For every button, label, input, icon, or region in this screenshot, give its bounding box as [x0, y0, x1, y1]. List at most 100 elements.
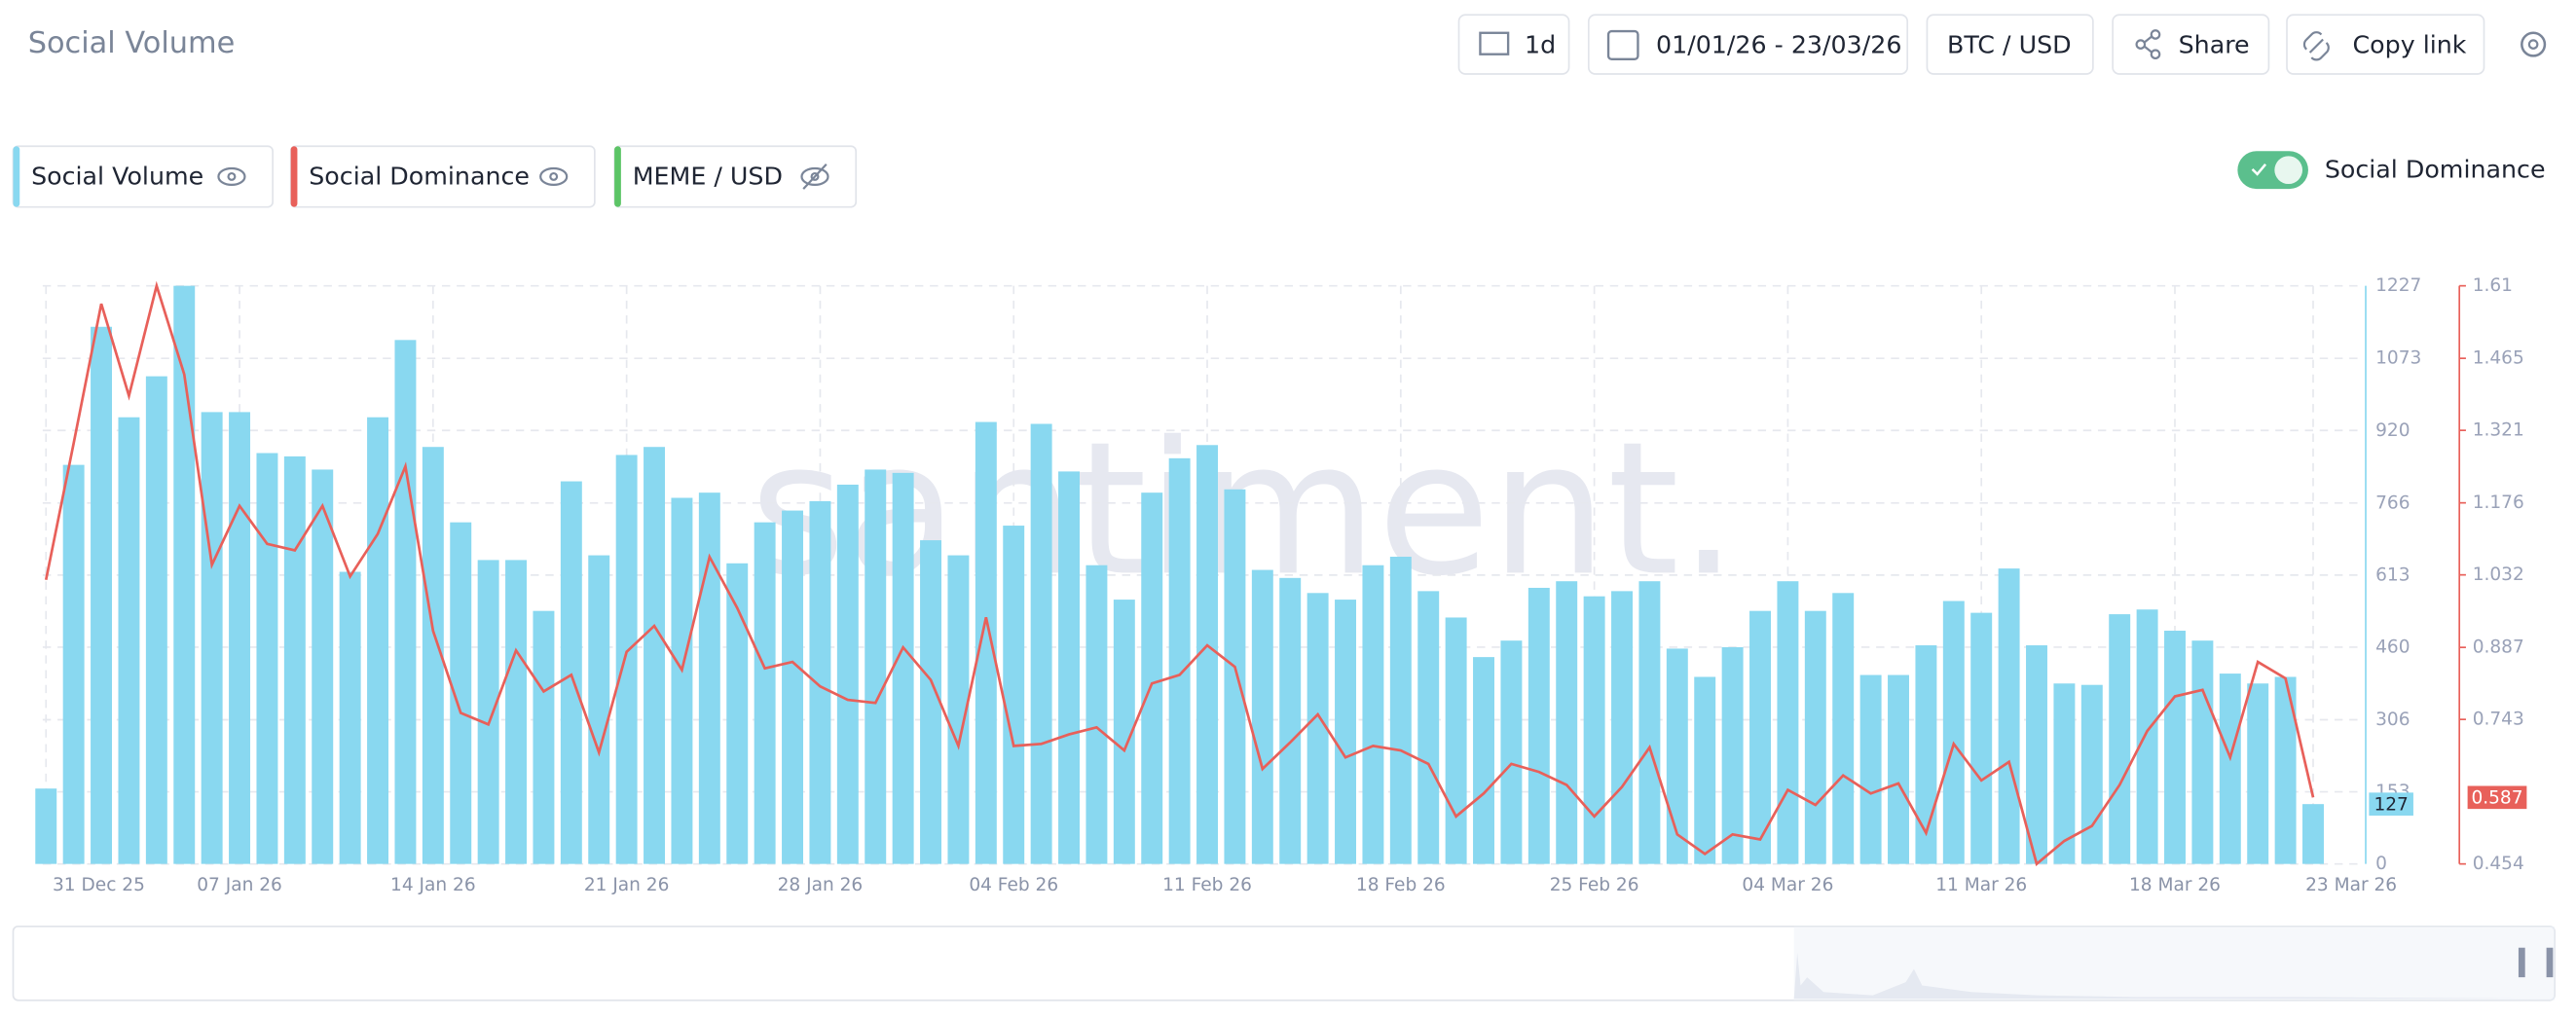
button-frame — [1926, 14, 2094, 75]
bar — [1832, 593, 1855, 864]
bar — [229, 412, 251, 864]
x-tick-label: 18 Feb 26 — [1356, 875, 1446, 895]
bar — [1113, 600, 1135, 864]
share-label: Share — [2179, 30, 2250, 58]
y-tick-label: 0 — [2375, 854, 2387, 874]
bar — [920, 540, 941, 864]
bar — [1003, 526, 1025, 864]
legend-item[interactable]: MEME / USD — [613, 145, 858, 208]
calendar-icon — [1606, 29, 1639, 60]
bar — [588, 555, 610, 864]
bar — [698, 492, 720, 864]
bar — [1445, 617, 1467, 864]
bar — [1141, 492, 1163, 864]
bar — [1721, 646, 1744, 864]
bar — [1888, 674, 1909, 864]
button-frame — [1457, 14, 1570, 75]
bar — [477, 560, 499, 864]
x-tick-label: 04 Mar 26 — [1742, 875, 1833, 895]
bar — [1859, 674, 1882, 864]
ruler-icon — [1479, 31, 1510, 55]
bar — [1804, 610, 1826, 864]
dominance-toggle[interactable]: Social Dominance — [2237, 151, 2546, 190]
date-range-button[interactable]: 01/01/26 - 23/03/26 — [1587, 14, 1909, 75]
y-tick-label: 1227 — [2375, 275, 2421, 296]
eye-icon — [217, 166, 246, 186]
y2-tick-label: 1.321 — [2473, 420, 2524, 441]
button-frame — [2286, 14, 2485, 75]
copy-link-label: Copy link — [2353, 30, 2467, 58]
legend: Social Volume Social Dominance MEME / USD — [12, 145, 858, 208]
bar — [1611, 591, 1633, 864]
y-tick-label: 306 — [2375, 710, 2410, 730]
x-tick-label: 14 Jan 26 — [390, 875, 476, 895]
eye-pupil — [227, 171, 237, 181]
toggle-check — [2251, 163, 2267, 176]
eye-pupil — [810, 171, 820, 181]
bar — [367, 417, 389, 864]
bar — [1362, 565, 1384, 864]
legend-label: MEME / USD — [633, 162, 783, 190]
bar — [865, 469, 887, 864]
link-icon — [2302, 31, 2330, 61]
bar — [256, 453, 278, 864]
gear-icon — [2521, 31, 2547, 57]
pair-button[interactable]: BTC / USD — [1926, 14, 2094, 75]
bar — [615, 455, 638, 864]
last-value-label: 127 — [2374, 795, 2408, 816]
bar — [726, 563, 749, 864]
line — [44, 280, 2315, 867]
last-value-badge — [2467, 785, 2527, 810]
legend-swatch — [614, 146, 621, 207]
last-value-label: 0.587 — [2471, 788, 2522, 809]
bar — [1998, 568, 2020, 864]
bar — [1389, 557, 1412, 864]
bar — [1666, 648, 1688, 864]
bar — [1196, 445, 1218, 864]
bar — [2026, 645, 2047, 864]
navigator-handle[interactable] — [2518, 947, 2525, 978]
bar — [2164, 631, 2186, 864]
bar — [2247, 683, 2269, 864]
bar — [394, 340, 417, 864]
bar — [91, 326, 113, 864]
y-tick-label: 460 — [2375, 637, 2410, 657]
bar — [2274, 676, 2297, 864]
navigator[interactable] — [12, 925, 2556, 1002]
date-range-label: 01/01/26 - 23/03/26 — [1656, 30, 1901, 58]
bar — [644, 447, 666, 864]
interval-button[interactable]: 1d — [1457, 14, 1570, 75]
bar — [1638, 581, 1661, 864]
bar — [2080, 684, 2103, 864]
bar — [35, 788, 57, 864]
bar — [2219, 674, 2241, 864]
navigator-handle[interactable] — [2546, 947, 2554, 978]
bar — [201, 412, 223, 864]
bar — [754, 522, 776, 864]
share-button[interactable]: Share — [2112, 14, 2270, 75]
eye-icon — [539, 166, 569, 186]
legend-item[interactable]: Social Volume — [12, 145, 274, 208]
x-tick-label: 11 Feb 26 — [1162, 875, 1252, 895]
pair-label: BTC / USD — [1947, 30, 2072, 58]
bar — [947, 555, 970, 864]
legend-label: Social Dominance — [309, 162, 530, 190]
x-tick-label: 11 Mar 26 — [1935, 875, 2027, 895]
toggle-knob — [2274, 156, 2303, 185]
bar — [2136, 609, 2158, 864]
bar — [782, 510, 804, 864]
bar — [1915, 645, 1937, 864]
bar — [312, 469, 334, 864]
legend-item[interactable]: Social Dominance — [289, 145, 596, 208]
bar — [1500, 640, 1523, 864]
bar — [118, 417, 140, 864]
bar — [1058, 471, 1080, 864]
settings-button[interactable] — [2521, 31, 2547, 57]
bar — [975, 421, 997, 864]
bar — [1168, 457, 1191, 864]
bar — [2302, 804, 2324, 864]
y2-tick-label: 0.887 — [2473, 638, 2524, 658]
copy-link-button[interactable]: Copy link — [2286, 14, 2485, 75]
bar — [2053, 683, 2076, 864]
toggle-label: Social Dominance — [2325, 156, 2546, 184]
